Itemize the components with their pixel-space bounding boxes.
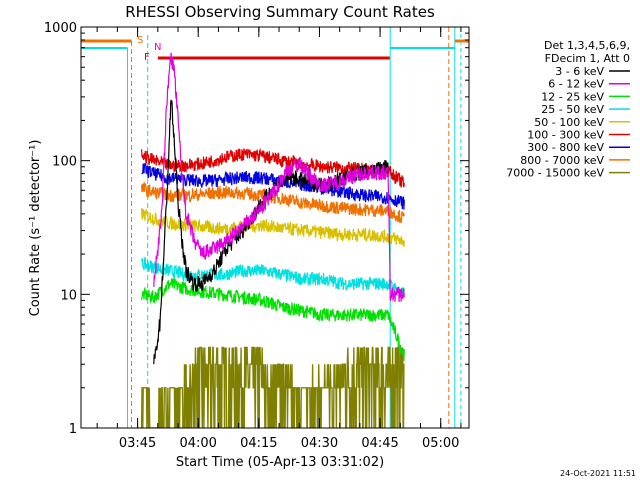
plot-frame [80, 26, 470, 429]
legend-label: 300 - 800 keV [527, 141, 604, 154]
y-tick-label: 1 [69, 422, 77, 437]
x-tick-label: 04:00 [179, 436, 216, 451]
y-axis: 1 10 100 1000 [44, 21, 469, 437]
flag-s: S [137, 35, 143, 46]
y-tick-label: 10 [60, 288, 77, 303]
x-axis-label: Start Time (05-Apr-13 03:31:02) [176, 455, 384, 470]
series-7000-15000-kev [140, 346, 405, 428]
legend-label: 3 - 6 keV [555, 65, 604, 78]
legend-header-line-2: FDecim 1, Att 0 [545, 52, 630, 65]
x-tick-label: 05:00 [422, 436, 459, 451]
legend-header-line-1: Det 1,3,4,5,6,9, [544, 39, 630, 52]
chart-title: RHESSI Observing Summary Count Rates [125, 3, 435, 21]
x-tick-label: 04:15 [240, 436, 277, 451]
legend-label: 7000 - 15000 keV [506, 167, 604, 180]
legend-label: 12 - 25 keV [541, 90, 604, 103]
flag-markers: SFN [137, 35, 161, 63]
instrument-state-overlay [81, 27, 469, 428]
legend-label: 100 - 300 keV [527, 129, 604, 142]
y-axis-label: Count Rate (s⁻¹ detector⁻¹) [28, 140, 43, 317]
x-axis: 03:45 04:00 04:15 04:30 04:45 05:00 [96, 27, 462, 451]
series-300-800-kev [141, 163, 405, 210]
y-tick-label: 100 [52, 155, 77, 170]
legend: Det 1,3,4,5,6,9, FDecim 1, Att 0 3 - 6 k… [506, 39, 630, 180]
series-800-7000-kev [141, 181, 405, 223]
series-12-25-kev [141, 277, 405, 361]
flag-f: F [144, 52, 150, 63]
legend-label: 6 - 12 keV [548, 78, 604, 91]
legend-label: 50 - 100 keV [534, 116, 604, 129]
series-layer [140, 52, 405, 428]
x-tick-label: 04:30 [301, 436, 338, 451]
legend-label: 25 - 50 keV [541, 103, 604, 116]
series-6-12-kev [153, 52, 405, 302]
footer-timestamp: 24-Oct-2021 11:51 [560, 469, 636, 478]
legend-label: 800 - 7000 keV [520, 154, 604, 167]
x-tick-label: 04:45 [361, 436, 398, 451]
y-tick-label: 1000 [44, 21, 77, 36]
x-tick-label: 03:45 [119, 436, 156, 451]
series-50-100-kev [141, 208, 405, 248]
flag-n: N [154, 42, 161, 53]
